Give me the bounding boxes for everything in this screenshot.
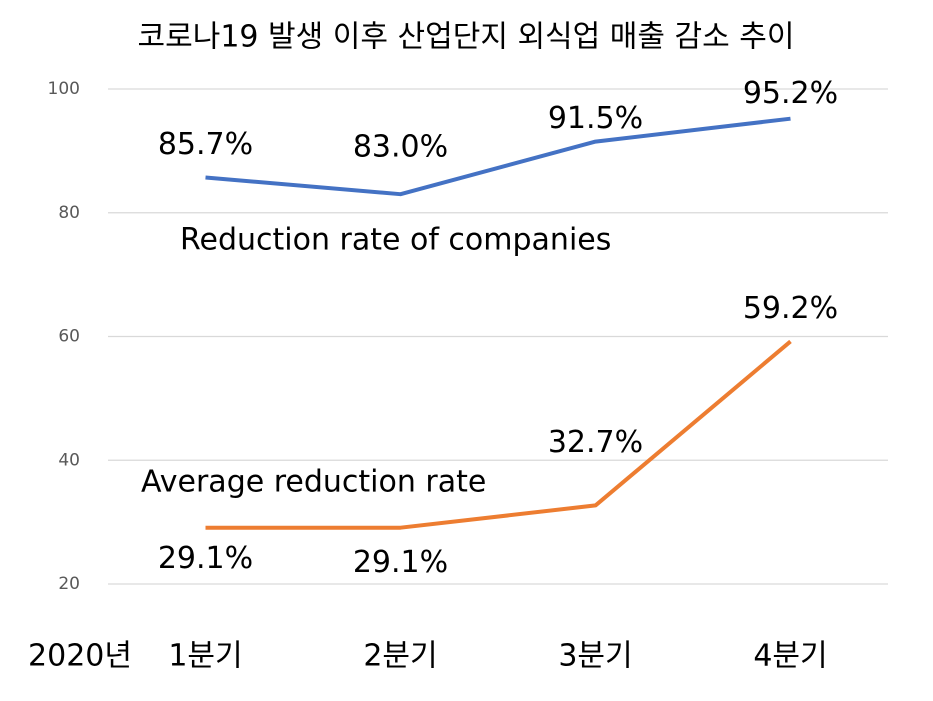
- series-line: [205, 339, 792, 530]
- data-label: 29.1%: [158, 541, 253, 576]
- y-tick-label: 40: [58, 450, 80, 470]
- x-tick-label: 4분기: [753, 639, 827, 674]
- data-label: 95.2%: [743, 76, 838, 111]
- data-label: 29.1%: [353, 545, 448, 580]
- series-line: [205, 116, 791, 197]
- data-label: 32.7%: [548, 425, 643, 460]
- data-label: 85.7%: [158, 127, 253, 162]
- y-tick-label: 80: [58, 203, 80, 223]
- y-tick-label: 100: [48, 79, 80, 99]
- y-tick-label: 60: [58, 327, 80, 347]
- chart-title: 코로나19 발생 이후 산업단지 외식업 매출 감소 추이: [138, 20, 795, 55]
- data-label: 91.5%: [548, 101, 643, 136]
- x-tick-label: 3분기: [558, 639, 632, 674]
- x-axis-label: 2020년: [28, 639, 132, 674]
- series-name: Reduction rate of companies: [180, 223, 611, 258]
- data-label: 83.0%: [353, 130, 448, 165]
- series-name: Average reduction rate: [141, 465, 486, 500]
- x-tick-label: 1분기: [168, 639, 242, 674]
- y-tick-label: 20: [58, 574, 80, 594]
- data-label: 59.2%: [743, 291, 838, 326]
- x-tick-label: 2분기: [363, 639, 437, 674]
